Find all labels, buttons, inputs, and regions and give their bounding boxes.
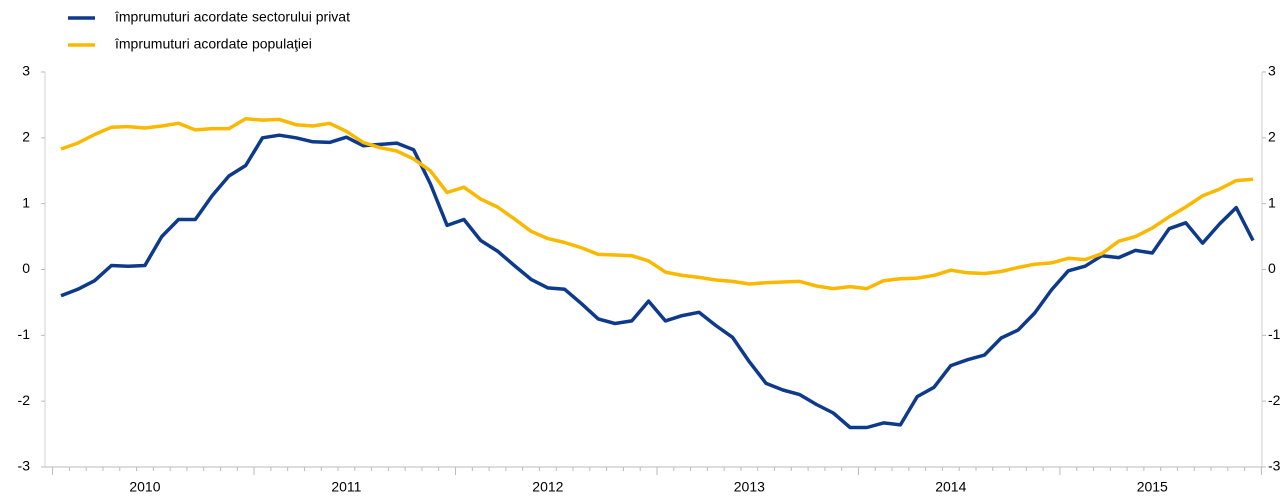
y2-tick-label: 0 <box>1268 260 1276 276</box>
y2-tick-label: -1 <box>1268 326 1281 342</box>
x-tick-label: 2013 <box>734 479 765 495</box>
x-tick-label: 2014 <box>935 479 966 495</box>
y2-tick-label: 3 <box>1268 63 1276 79</box>
y2-tick-label: -2 <box>1268 392 1281 408</box>
y-tick-label: 3 <box>22 63 30 79</box>
y2-tick-label: 1 <box>1268 194 1276 210</box>
y-tick-label: 2 <box>22 129 30 145</box>
y-tick-label: -1 <box>18 326 31 342</box>
x-tick-label: 2010 <box>129 479 160 495</box>
y2-tick-label: -3 <box>1268 458 1281 474</box>
legend-label: împrumuturi acordate sectorului privat <box>114 9 350 25</box>
y-tick-label: 1 <box>22 194 30 210</box>
series-line <box>60 116 1254 291</box>
y2-tick-label: 2 <box>1268 129 1276 145</box>
x-tick-label: 2011 <box>331 479 361 495</box>
y-tick-label: -2 <box>18 392 31 408</box>
x-tick-label: 2015 <box>1137 479 1168 495</box>
x-tick-label: 2012 <box>532 479 563 495</box>
y-tick-label: -3 <box>18 458 31 474</box>
y-tick-label: 0 <box>22 260 30 276</box>
legend-label: împrumuturi acordate populaţiei <box>114 36 312 52</box>
series-line <box>60 133 1255 430</box>
